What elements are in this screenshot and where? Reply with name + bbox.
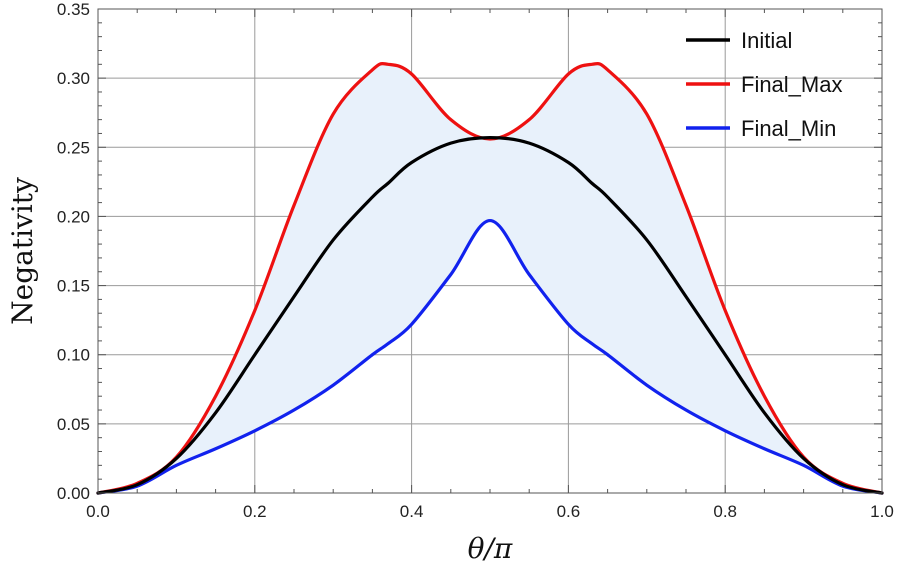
x-tick-label: 0.6 [557, 502, 581, 521]
y-tick-label: 0.35 [57, 0, 90, 19]
tick-labels: 0.0 0.2 0.4 0.6 0.8 1.0 0.00 0.05 0.10 0.15 0.20 0.… [57, 0, 894, 521]
x-tick-label: 0.2 [243, 502, 267, 521]
y-tick-label: 0.15 [57, 277, 90, 296]
x-tick-label: 0.0 [86, 502, 110, 521]
legend-label-final-min: Final_Min [741, 116, 836, 141]
y-tick-label: 0.25 [57, 138, 90, 157]
y-tick-label: 0.20 [57, 207, 90, 226]
x-axis-title: θ/π [468, 532, 513, 565]
x-tick-label: 0.8 [713, 502, 737, 521]
legend-label-final-max: Final_Max [741, 72, 842, 97]
series-line-initial [96, 136, 884, 495]
shaded-band [98, 63, 882, 494]
y-tick-label: 0.00 [57, 484, 90, 503]
y-tick-label: 0.10 [57, 346, 90, 365]
y-tick-label: 0.30 [57, 69, 90, 88]
series-line-final-min [96, 218, 884, 495]
x-tick-label: 1.0 [870, 502, 894, 521]
x-tick-label: 0.4 [400, 502, 424, 521]
tick-marks [97, 8, 883, 494]
legend-label-initial: Initial [741, 28, 792, 53]
y-tick-label: 0.05 [57, 415, 90, 434]
y-axis-title: Negativity [6, 177, 39, 325]
legend: Initial Final_Max Final_Min [686, 28, 842, 141]
series-lines [96, 61, 884, 495]
